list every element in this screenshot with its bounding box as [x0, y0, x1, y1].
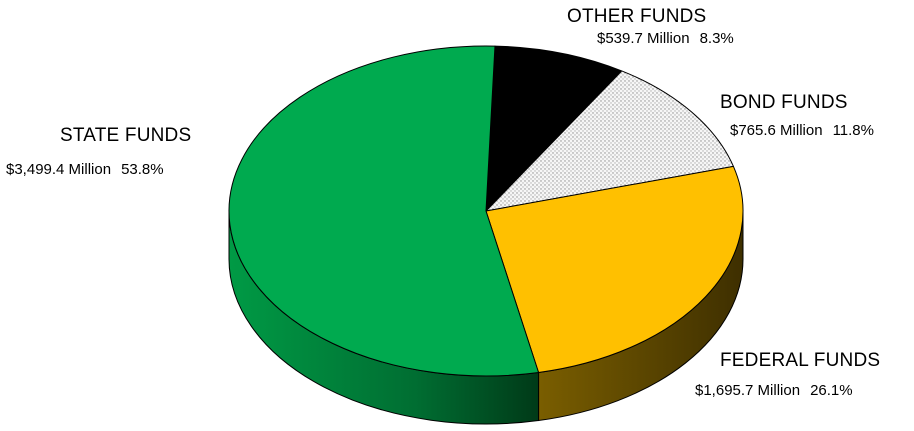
- slice-name-other-funds: OTHER FUNDS: [567, 6, 707, 27]
- slice-percent-bond-funds: 11.8%: [832, 122, 874, 139]
- slice-amount-other-funds: $539.7 Million: [597, 30, 690, 47]
- slice-amount-bond-funds: $765.6 Million: [730, 122, 823, 139]
- pie-slice-bond-funds: [485, 70, 734, 212]
- slice-percent-other-funds: 8.3%: [699, 30, 734, 47]
- slice-percent-state-funds: 53.8%: [121, 161, 164, 178]
- slice-label-state-funds: STATE FUNDS $3,499.4 Million 53.8%: [6, 125, 192, 178]
- slice-name-bond-funds: BOND FUNDS: [720, 92, 848, 113]
- slice-label-federal-funds: FEDERAL FUNDS $1,695.7 Million 26.1%: [695, 350, 881, 399]
- slice-label-bond-funds: BOND FUNDS $765.6 Million 11.8%: [720, 92, 874, 139]
- slice-amount-federal-funds: $1,695.7 Million: [695, 382, 801, 399]
- slice-percent-federal-funds: 26.1%: [810, 382, 853, 399]
- slice-detail-other-funds: $539.7 Million 8.3%: [597, 30, 734, 47]
- pie-slice-federal-funds: [485, 165, 744, 374]
- slice-label-other-funds: OTHER FUNDS $539.7 Million 8.3%: [567, 6, 734, 47]
- pie-tops-layer: [228, 45, 744, 377]
- slice-detail-federal-funds: $1,695.7 Million 26.1%: [695, 382, 880, 399]
- slice-amount-state-funds: $3,499.4 Million: [6, 161, 112, 178]
- slice-name-federal-funds: FEDERAL FUNDS: [720, 350, 881, 371]
- slice-detail-bond-funds: $765.6 Million 11.8%: [730, 122, 874, 139]
- pie-slice-other-funds: [485, 45, 623, 212]
- slice-detail-state-funds: $3,499.4 Million 53.8%: [6, 161, 191, 178]
- slice-name-state-funds: STATE FUNDS: [60, 125, 192, 146]
- pie-slice-state-funds: [228, 45, 540, 377]
